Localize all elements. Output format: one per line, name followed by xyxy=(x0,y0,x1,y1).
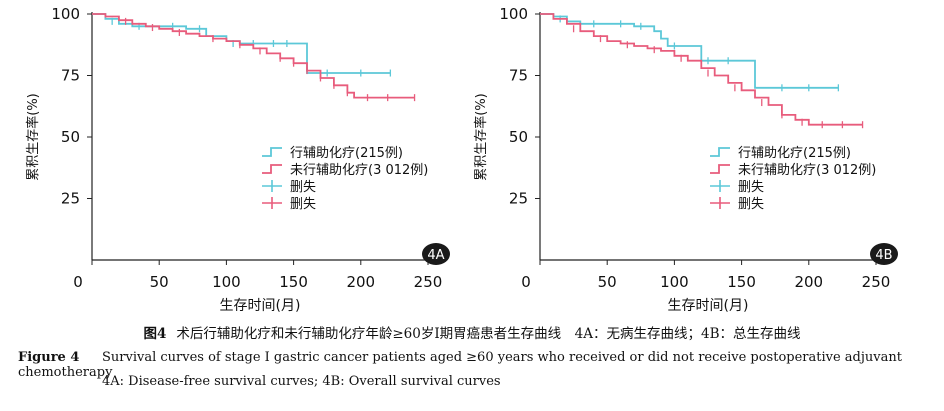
legend-no-adjuvant-swatch xyxy=(262,164,282,174)
caption-cn-text: 术后行辅助化疗和未行辅助化疗年龄≥60岁I期胃癌患者生存曲线 4A：无病生存曲线… xyxy=(176,326,801,342)
legend-no-adjuvant: 未行辅助化疗(3 012例) xyxy=(738,163,876,178)
legend-censor-no-adjuvant: 删失 xyxy=(738,197,764,212)
legend-adjuvant: 行辅助化疗(215例) xyxy=(290,146,403,161)
legend-censor-no-adjuvant-swatch xyxy=(262,197,282,209)
legend-censor-adjuvant-swatch xyxy=(710,180,730,192)
x-axis-label: 生存时间(月) xyxy=(220,298,301,314)
panel-badge xyxy=(422,243,450,265)
panel-4b: 0 50 100 150 200 250 25 50 75 100 生存时间(月) 累积生存率(%) 行… xyxy=(473,5,898,314)
x-tick-label: 100 xyxy=(212,273,241,291)
legend-adjuvant: 行辅助化疗(215例) xyxy=(738,146,851,161)
x-tick-label: 0 xyxy=(73,273,83,291)
legend-censor-no-adjuvant-swatch xyxy=(710,197,730,209)
caption-chinese: 图4 术后行辅助化疗和未行辅助化疗年龄≥60岁I期胃癌患者生存曲线 4A：无病生存… xyxy=(0,322,944,344)
legend-no-adjuvant-swatch xyxy=(710,164,730,174)
panel-badge-label: 4A xyxy=(427,248,444,263)
legend-censor-adjuvant: 删失 xyxy=(738,180,764,195)
curve-no-adjuvant xyxy=(92,13,415,99)
caption-cn-label: 图4 xyxy=(143,326,167,342)
y-tick-label: 75 xyxy=(509,67,528,85)
y-tick-label: 50 xyxy=(509,128,528,146)
y-axis-label: 累积生存率(%) xyxy=(25,93,41,181)
panel-badge-label: 4B xyxy=(875,248,892,263)
x-tick-label: 150 xyxy=(279,273,308,291)
caption-english-line2: 4A: Disease-free survival curves; 4B: Ov… xyxy=(102,374,501,389)
y-tick-label: 50 xyxy=(61,128,80,146)
x-tick-label: 150 xyxy=(727,273,756,291)
caption-english: Figure 4 Survival curves of stage I gastr… xyxy=(18,350,944,380)
caption-en-text: Survival curves of stage I gastric cance… xyxy=(18,350,902,380)
curve-adjuvant xyxy=(92,13,391,74)
x-tick-label: 200 xyxy=(794,273,823,291)
x-tick-label: 200 xyxy=(346,273,375,291)
caption-en-label: Figure 4 xyxy=(18,350,80,365)
y-tick-label: 25 xyxy=(61,190,80,208)
x-tick-label: 100 xyxy=(660,273,689,291)
x-tick-label: 0 xyxy=(521,273,531,291)
x-tick-label: 250 xyxy=(414,273,443,291)
curve-adjuvant xyxy=(540,13,839,89)
y-tick-label: 100 xyxy=(51,5,80,23)
legend-adjuvant-swatch xyxy=(262,147,282,157)
y-axis-label: 累积生存率(%) xyxy=(473,93,489,181)
x-tick-label: 50 xyxy=(150,273,169,291)
panel-4a: 0 50 100 150 200 250 25 50 75 100 生存时间(月) 累积生存率(%) 行… xyxy=(25,5,450,314)
legend-adjuvant-swatch xyxy=(710,147,730,157)
legend-censor-adjuvant-swatch xyxy=(262,180,282,192)
x-tick-label: 50 xyxy=(598,273,617,291)
y-tick-label: 25 xyxy=(509,190,528,208)
x-axis-label: 生存时间(月) xyxy=(668,298,749,314)
curve-no-adjuvant xyxy=(540,13,863,126)
legend-censor-adjuvant: 删失 xyxy=(290,180,316,195)
x-tick-label: 250 xyxy=(862,273,891,291)
y-tick-label: 100 xyxy=(499,5,528,23)
y-tick-label: 75 xyxy=(61,67,80,85)
legend-censor-no-adjuvant: 删失 xyxy=(290,197,316,212)
legend-no-adjuvant: 未行辅助化疗(3 012例) xyxy=(290,163,428,178)
panel-badge xyxy=(870,243,898,265)
